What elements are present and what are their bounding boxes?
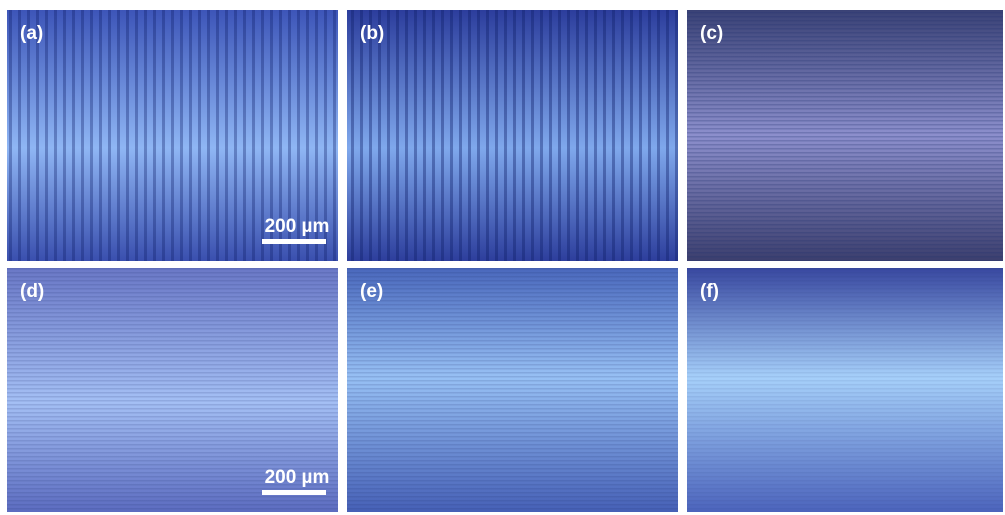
panel-label: (d) bbox=[20, 281, 44, 302]
stripe-texture bbox=[687, 10, 1003, 261]
scale-bar bbox=[262, 490, 326, 495]
panel-label: (a) bbox=[20, 23, 43, 44]
stripe-texture bbox=[347, 10, 678, 261]
micrograph-panel: (f) bbox=[687, 268, 1003, 512]
scale-bar bbox=[262, 239, 326, 244]
micrograph-panel: (e) bbox=[347, 268, 678, 512]
stripe-texture bbox=[7, 268, 338, 512]
micrograph-panel: (b) bbox=[347, 10, 678, 261]
micrograph-panel: (a) 200 µm bbox=[7, 10, 338, 261]
scale-bar-label: 200 µm bbox=[265, 216, 330, 237]
stripe-texture bbox=[687, 268, 1003, 512]
panel-label: (e) bbox=[360, 281, 383, 302]
stripe-texture bbox=[347, 268, 678, 512]
scale-bar-label: 200 µm bbox=[265, 467, 330, 488]
panel-label: (b) bbox=[360, 23, 384, 44]
panel-label: (c) bbox=[700, 23, 723, 44]
panel-label: (f) bbox=[700, 281, 719, 302]
micrograph-panel: (d) 200 µm bbox=[7, 268, 338, 512]
micrograph-panel: (c) bbox=[687, 10, 1003, 261]
stripe-texture bbox=[7, 10, 338, 261]
